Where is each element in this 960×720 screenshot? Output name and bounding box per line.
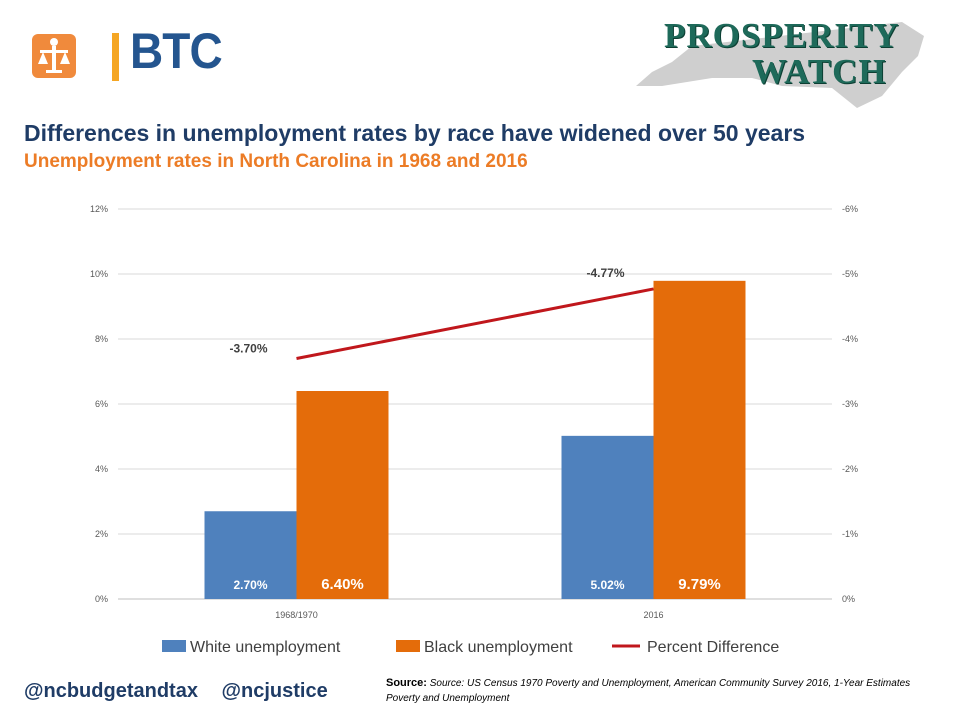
chart-title: Differences in unemployment rates by rac… <box>24 120 806 146</box>
left-axis-tick-label: 4% <box>95 464 108 474</box>
nc-state-shape-icon <box>636 22 924 108</box>
line-data-label: -3.70% <box>229 342 267 356</box>
bar-white-unemployment <box>204 511 297 599</box>
scales-of-justice-icon <box>38 38 70 73</box>
right-axis-tick-label: -2% <box>842 464 858 474</box>
bar-black-unemployment <box>653 280 746 599</box>
left-axis-tick-label: 8% <box>95 334 108 344</box>
line-data-label: -4.77% <box>586 266 624 280</box>
social-handles: @ncbudgetandtax @ncjustice <box>24 680 328 702</box>
unemployment-chart: 0% 2% 4% 6% 8% 10% 12% 0% -1% -2% -3% -4% -5% -6% 2.70… <box>90 204 858 656</box>
left-axis-tick-label: 6% <box>95 399 108 409</box>
left-axis-tick-label: 2% <box>95 529 108 539</box>
legend-label: Black unemployment <box>424 639 573 656</box>
bar-data-label: 2.70% <box>233 578 267 592</box>
right-axis-tick-label: 0% <box>842 594 855 604</box>
left-axis-tick-label: 10% <box>90 269 108 279</box>
source-note: Source: Source: US Census 1970 Poverty a… <box>386 676 926 706</box>
source-text: Source: US Census 1970 Poverty and Unemp… <box>386 678 911 704</box>
btc-logo-divider <box>112 33 119 81</box>
right-axis-tick-label: -4% <box>842 334 858 344</box>
bar-data-label: 6.40% <box>321 576 364 593</box>
right-axis-tick-label: -3% <box>842 399 858 409</box>
legend-swatch <box>396 640 420 652</box>
right-axis-tick-label: -6% <box>842 204 858 214</box>
right-axis-tick-label: -5% <box>842 269 858 279</box>
category-label: 2016 <box>643 610 663 620</box>
legend-swatch <box>162 640 186 652</box>
chart-subtitle: Unemployment rates in North Carolina in … <box>24 151 528 172</box>
bar-white-unemployment <box>561 435 654 599</box>
legend-label: Percent Difference <box>647 639 779 656</box>
right-axis-tick-label: -1% <box>842 529 858 539</box>
bar-data-label: 9.79% <box>678 576 721 593</box>
source-label: Source: <box>386 677 427 689</box>
prosperity-watch-logo-line1: PROSPERITY <box>664 16 900 55</box>
category-label: 1968/1970 <box>275 610 318 620</box>
left-axis-tick-label: 12% <box>90 204 108 214</box>
legend-label: White unemployment <box>190 639 341 656</box>
bar-black-unemployment <box>296 391 389 599</box>
left-axis-tick-label: 0% <box>95 594 108 604</box>
btc-logo-text: BTC <box>130 23 223 79</box>
percent-difference-line <box>296 287 654 360</box>
bar-data-label: 5.02% <box>590 578 624 592</box>
btc-logo <box>32 34 76 78</box>
prosperity-watch-logo-line2: WATCH <box>752 52 887 91</box>
